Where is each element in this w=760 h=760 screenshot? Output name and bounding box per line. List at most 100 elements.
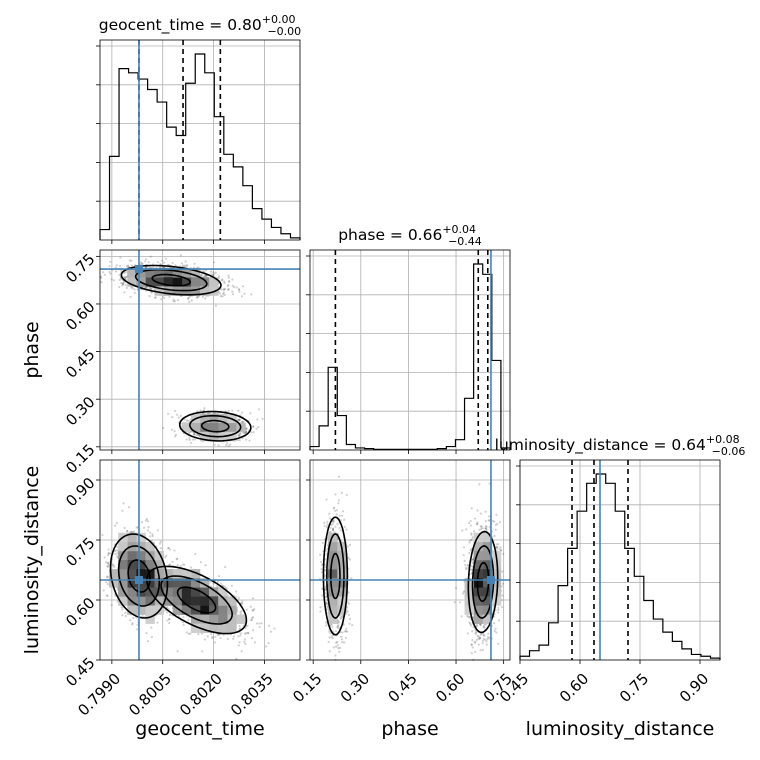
sample-point — [101, 533, 104, 537]
sample-point — [141, 262, 144, 265]
sample-point — [103, 556, 106, 559]
sample-point — [107, 548, 110, 551]
sample-point — [214, 304, 218, 307]
sample-point — [268, 624, 271, 627]
sample-point — [196, 295, 199, 299]
sample-point — [123, 291, 126, 294]
sample-point — [106, 582, 110, 586]
sample-point — [217, 444, 220, 447]
sample-point — [189, 566, 193, 569]
sample-point — [145, 286, 149, 289]
sample-point — [219, 295, 223, 298]
sample-point — [100, 281, 103, 284]
sample-point — [224, 566, 227, 569]
sample-point — [110, 278, 113, 281]
sample-point — [245, 608, 248, 611]
sample-point — [231, 293, 235, 296]
sample-point — [141, 521, 144, 524]
sample-point — [127, 506, 131, 509]
sample-point — [227, 276, 230, 279]
scatter-phase-vs-geocent-time — [96, 249, 301, 454]
sample-point — [179, 564, 182, 568]
sample-point — [273, 627, 276, 630]
sample-point — [225, 444, 228, 447]
sample-point — [153, 296, 157, 299]
sample-point — [121, 608, 124, 611]
sample-point — [159, 540, 162, 543]
sample-point — [187, 419, 190, 423]
sample-point — [112, 279, 116, 282]
sample-point — [142, 526, 146, 529]
sample-point — [239, 632, 242, 635]
sample-point — [195, 296, 199, 299]
sample-point — [118, 264, 122, 268]
sample-point — [200, 273, 203, 276]
sample-point — [223, 281, 226, 285]
sample-point — [122, 275, 125, 279]
axes-frame — [99, 39, 301, 241]
sample-point — [188, 300, 191, 303]
sample-point — [121, 614, 124, 617]
sample-point — [173, 430, 176, 433]
sample-point — [238, 439, 241, 442]
sample-point — [150, 291, 153, 294]
sample-point — [176, 298, 179, 302]
sample-point — [99, 276, 103, 279]
sample-point — [107, 552, 110, 555]
sample-point — [114, 553, 117, 556]
hist-phase — [306, 249, 511, 454]
sample-point — [214, 271, 217, 274]
sample-point — [171, 560, 174, 563]
sample-point — [105, 581, 108, 584]
sample-point — [171, 416, 174, 419]
sample-point — [250, 636, 253, 640]
sample-point — [246, 631, 250, 635]
sample-point — [222, 291, 225, 294]
sample-point — [174, 409, 177, 413]
sample-point — [231, 409, 234, 412]
sample-point — [202, 270, 205, 273]
sample-point — [126, 264, 129, 267]
sample-point — [139, 261, 143, 264]
sample-point — [232, 637, 235, 640]
sample-point — [209, 270, 213, 273]
sample-point — [269, 630, 272, 633]
sample-point — [106, 576, 109, 579]
sample-point — [249, 605, 252, 608]
sample-point — [108, 265, 111, 268]
sample-point — [105, 561, 108, 564]
sample-point — [217, 575, 221, 578]
sample-point — [156, 621, 159, 624]
sample-point — [129, 619, 132, 622]
density-cell — [190, 277, 201, 287]
sample-point — [221, 279, 224, 282]
sample-point — [145, 286, 148, 289]
sample-point — [130, 286, 133, 289]
sample-point — [227, 287, 230, 291]
sample-point — [199, 561, 202, 564]
sample-point — [170, 428, 174, 431]
sample-point — [224, 287, 227, 290]
sample-point — [176, 413, 179, 416]
sample-point — [172, 300, 175, 303]
sample-point — [109, 272, 112, 275]
sample-point — [184, 260, 187, 263]
sample-point — [252, 430, 255, 434]
sample-point — [162, 261, 166, 264]
sample-point — [212, 273, 215, 277]
sample-point — [190, 299, 193, 302]
sample-point — [231, 278, 234, 281]
sample-point — [144, 519, 148, 522]
sample-point — [205, 275, 208, 278]
sample-point — [200, 274, 203, 277]
sample-point — [150, 287, 153, 291]
sample-point — [124, 276, 127, 279]
sample-point — [118, 278, 121, 281]
sample-point — [250, 431, 253, 434]
sample-point — [179, 254, 182, 257]
sample-point — [183, 264, 187, 267]
sample-point — [114, 270, 118, 273]
sample-point — [115, 264, 118, 267]
sample-point — [203, 274, 206, 277]
